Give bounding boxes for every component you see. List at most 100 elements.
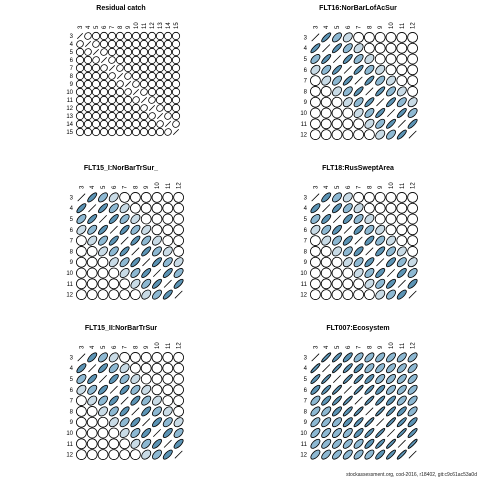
- correlation-ellipse: [97, 438, 109, 450]
- correlation-ellipse: [152, 289, 162, 300]
- column-label: 9: [378, 345, 384, 349]
- diagonal-mark: [77, 353, 86, 362]
- correlation-ellipse: [321, 54, 332, 64]
- correlation-ellipse: [86, 267, 98, 279]
- correlation-ellipse: [310, 224, 321, 235]
- correlation-ellipse: [141, 268, 152, 278]
- column-label: 11: [400, 342, 406, 349]
- diagonal-mark: [311, 353, 320, 362]
- column-label: 7: [123, 345, 129, 349]
- correlation-ellipse: [396, 108, 407, 118]
- correlation-ellipse: [91, 63, 101, 73]
- correlation-ellipse: [86, 246, 98, 257]
- correlation-ellipse: [321, 192, 332, 203]
- correlation-ellipse: [75, 103, 85, 113]
- correlation-ellipse: [375, 235, 386, 246]
- row-label: 6: [304, 68, 308, 74]
- correlation-ellipse: [108, 352, 119, 363]
- correlation-ellipse: [131, 71, 141, 81]
- row-label: 7: [70, 239, 74, 245]
- column-label: 6: [346, 345, 352, 349]
- correlation-ellipse: [173, 224, 184, 236]
- row-label: 5: [70, 377, 74, 383]
- correlation-ellipse: [364, 417, 375, 428]
- correlation-ellipse: [141, 438, 152, 449]
- correlation-ellipse: [130, 278, 141, 289]
- correlation-ellipse: [75, 127, 85, 137]
- correlation-ellipse: [353, 428, 364, 438]
- diagonal-mark: [365, 407, 374, 416]
- correlation-ellipse: [173, 438, 184, 449]
- correlation-ellipse: [98, 224, 108, 235]
- row-label: 7: [304, 399, 308, 405]
- correlation-ellipse: [131, 103, 141, 113]
- correlation-ellipse: [163, 79, 173, 89]
- correlation-ellipse: [119, 246, 130, 257]
- correlation-ellipse: [83, 63, 93, 73]
- correlation-ellipse: [332, 449, 342, 460]
- diagonal-mark: [124, 80, 132, 88]
- correlation-ellipse: [163, 103, 173, 113]
- column-label: 4: [90, 345, 96, 349]
- row-label: 10: [66, 90, 73, 96]
- column-label: 5: [94, 25, 100, 29]
- correlation-ellipse: [119, 406, 130, 417]
- correlation-ellipse: [407, 246, 418, 257]
- correlation-ellipse: [99, 119, 109, 129]
- correlation-ellipse: [75, 63, 85, 73]
- correlation-ellipse: [342, 438, 353, 449]
- correlation-ellipse: [310, 417, 321, 428]
- correlation-ellipse: [321, 32, 332, 43]
- row-label: 8: [70, 74, 74, 80]
- correlation-ellipse: [353, 214, 364, 224]
- diagonal-mark: [131, 247, 140, 256]
- row-label: 11: [301, 122, 308, 128]
- correlation-ellipse: [407, 202, 418, 214]
- correlation-ellipse: [115, 55, 125, 65]
- correlation-ellipse: [353, 449, 364, 460]
- correlation-ellipse: [107, 103, 117, 113]
- row-label: 6: [304, 228, 308, 234]
- row-label: 11: [67, 442, 74, 448]
- correlation-ellipse: [332, 352, 342, 363]
- correlation-ellipse: [407, 64, 418, 76]
- row-label: 4: [304, 206, 308, 212]
- correlation-ellipse: [162, 224, 174, 236]
- correlation-ellipse: [87, 374, 98, 384]
- correlation-ellipse: [310, 246, 321, 257]
- correlation-ellipse: [163, 71, 173, 81]
- correlation-ellipse: [173, 384, 184, 396]
- correlation-ellipse: [396, 352, 407, 363]
- column-label: 9: [378, 25, 384, 29]
- correlation-ellipse: [131, 63, 141, 73]
- correlation-ellipse: [155, 55, 165, 65]
- correlation-ellipse: [97, 289, 109, 300]
- correlation-ellipse: [123, 111, 133, 121]
- correlation-ellipse: [396, 374, 407, 384]
- correlation-ellipse: [162, 352, 174, 363]
- correlation-ellipse: [107, 39, 117, 49]
- correlation-ellipse: [396, 395, 407, 406]
- correlation-ellipse: [353, 246, 364, 257]
- correlation-ellipse: [310, 118, 321, 130]
- correlation-ellipse: [156, 104, 164, 112]
- correlation-ellipse: [173, 257, 184, 268]
- column-label: 12: [150, 22, 156, 29]
- diagonal-mark: [98, 374, 108, 384]
- correlation-ellipse: [155, 47, 165, 57]
- credit-text: stockassessment.org, cod-2016, r18402, g…: [346, 472, 477, 478]
- correlation-ellipse: [386, 417, 396, 428]
- correlation-ellipse: [83, 95, 93, 105]
- correlation-ellipse: [115, 111, 125, 121]
- row-label: 3: [304, 195, 308, 201]
- correlation-ellipse: [310, 267, 321, 279]
- correlation-ellipse: [364, 384, 375, 395]
- correlation-ellipse: [91, 95, 101, 105]
- correlation-ellipse: [407, 53, 418, 65]
- correlation-ellipse: [385, 42, 397, 54]
- correlation-ellipse: [364, 257, 375, 268]
- correlation-ellipse: [99, 127, 109, 137]
- correlation-ellipse: [119, 428, 130, 438]
- correlation-ellipse: [374, 32, 386, 43]
- correlation-ellipse: [396, 417, 407, 428]
